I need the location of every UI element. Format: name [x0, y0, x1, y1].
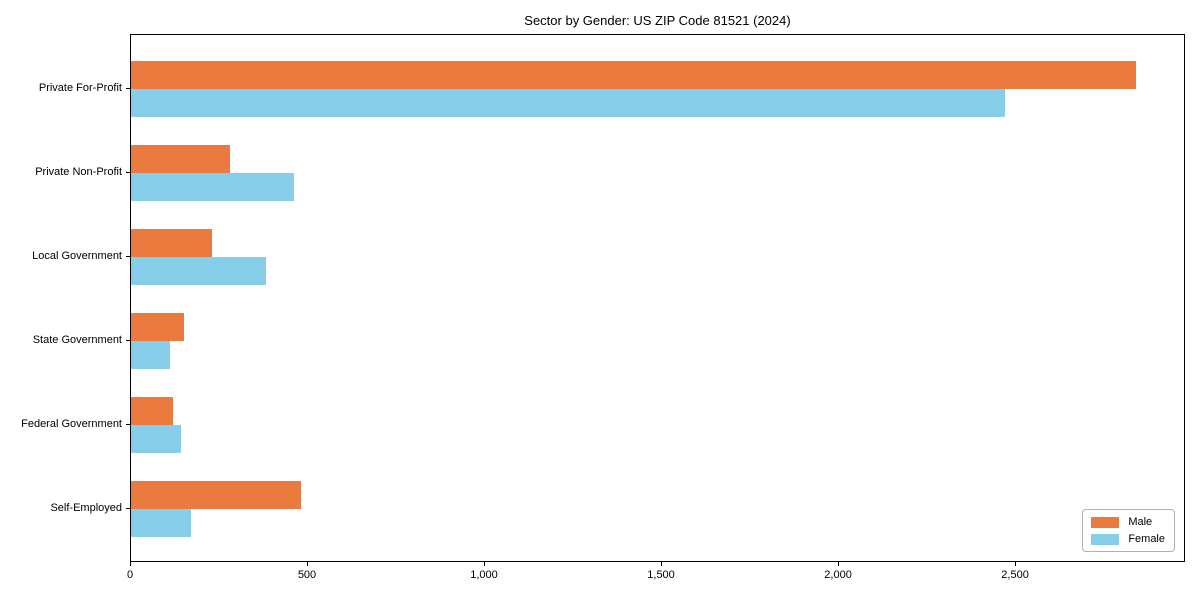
x-axis-tick-500 — [307, 562, 308, 566]
x-axis-tick-label-2500: 2,500 — [1001, 569, 1029, 581]
x-axis-tick-label-2000: 2,000 — [824, 569, 852, 581]
legend-label-male: Male — [1128, 516, 1153, 528]
y-axis-tick-local-government — [126, 256, 130, 257]
y-axis-tick-self-employed — [126, 508, 130, 509]
y-axis-category-label-private-for-profit: Private For-Profit — [38, 82, 122, 94]
y-axis-category-label-local-government: Local Government — [32, 250, 122, 262]
chart-title: Sector by Gender: US ZIP Code 81521 (202… — [524, 13, 791, 28]
y-axis-category-label-private-non-profit: Private Non-Profit — [35, 166, 122, 178]
bar-male-self-employed — [131, 481, 301, 509]
legend-item-male: Male — [1091, 516, 1165, 528]
bar-female-self-employed — [131, 509, 191, 537]
x-axis-tick-1500 — [661, 562, 663, 566]
bar-female-state-government — [131, 341, 170, 369]
legend-label-female: Female — [1128, 533, 1165, 545]
bar-female-private-for-profit — [131, 89, 1005, 117]
x-axis-tick-label-500: 500 — [297, 569, 317, 581]
bar-male-state-government — [131, 313, 184, 341]
y-axis-tick-private-for-profit — [126, 88, 130, 89]
x-axis-tick-2000 — [838, 562, 840, 566]
legend-item-female: Female — [1091, 533, 1165, 545]
bar-female-private-non-profit — [131, 173, 294, 201]
bar-female-federal-government — [131, 425, 181, 453]
y-axis-tick-private-non-profit — [126, 172, 130, 173]
x-axis-tick-label-1500: 1,500 — [647, 569, 675, 581]
x-axis-tick-label-0: 0 — [126, 569, 134, 581]
y-axis-category-label-federal-government: Federal Government — [21, 418, 122, 430]
plot-area: Male Female — [130, 34, 1185, 562]
x-axis-tick-1000 — [484, 562, 486, 566]
bar-male-private-non-profit — [131, 145, 230, 173]
legend: Male Female — [1082, 509, 1175, 552]
bar-male-local-government — [131, 229, 212, 257]
y-axis-category-label-state-government: State Government — [32, 334, 122, 346]
bar-male-private-for-profit — [131, 61, 1136, 89]
x-axis-tick-label-1000: 1,000 — [470, 569, 498, 581]
y-axis-tick-state-government — [126, 340, 130, 341]
x-axis-tick-0 — [130, 562, 131, 566]
x-axis-tick-2500 — [1015, 562, 1017, 566]
y-axis-tick-federal-government — [126, 424, 130, 425]
legend-swatch-male — [1091, 516, 1120, 528]
bar-female-local-government — [131, 257, 266, 285]
y-axis-category-label-self-employed: Self-Employed — [50, 502, 122, 514]
bar-male-federal-government — [131, 397, 173, 425]
legend-swatch-female — [1091, 533, 1120, 545]
